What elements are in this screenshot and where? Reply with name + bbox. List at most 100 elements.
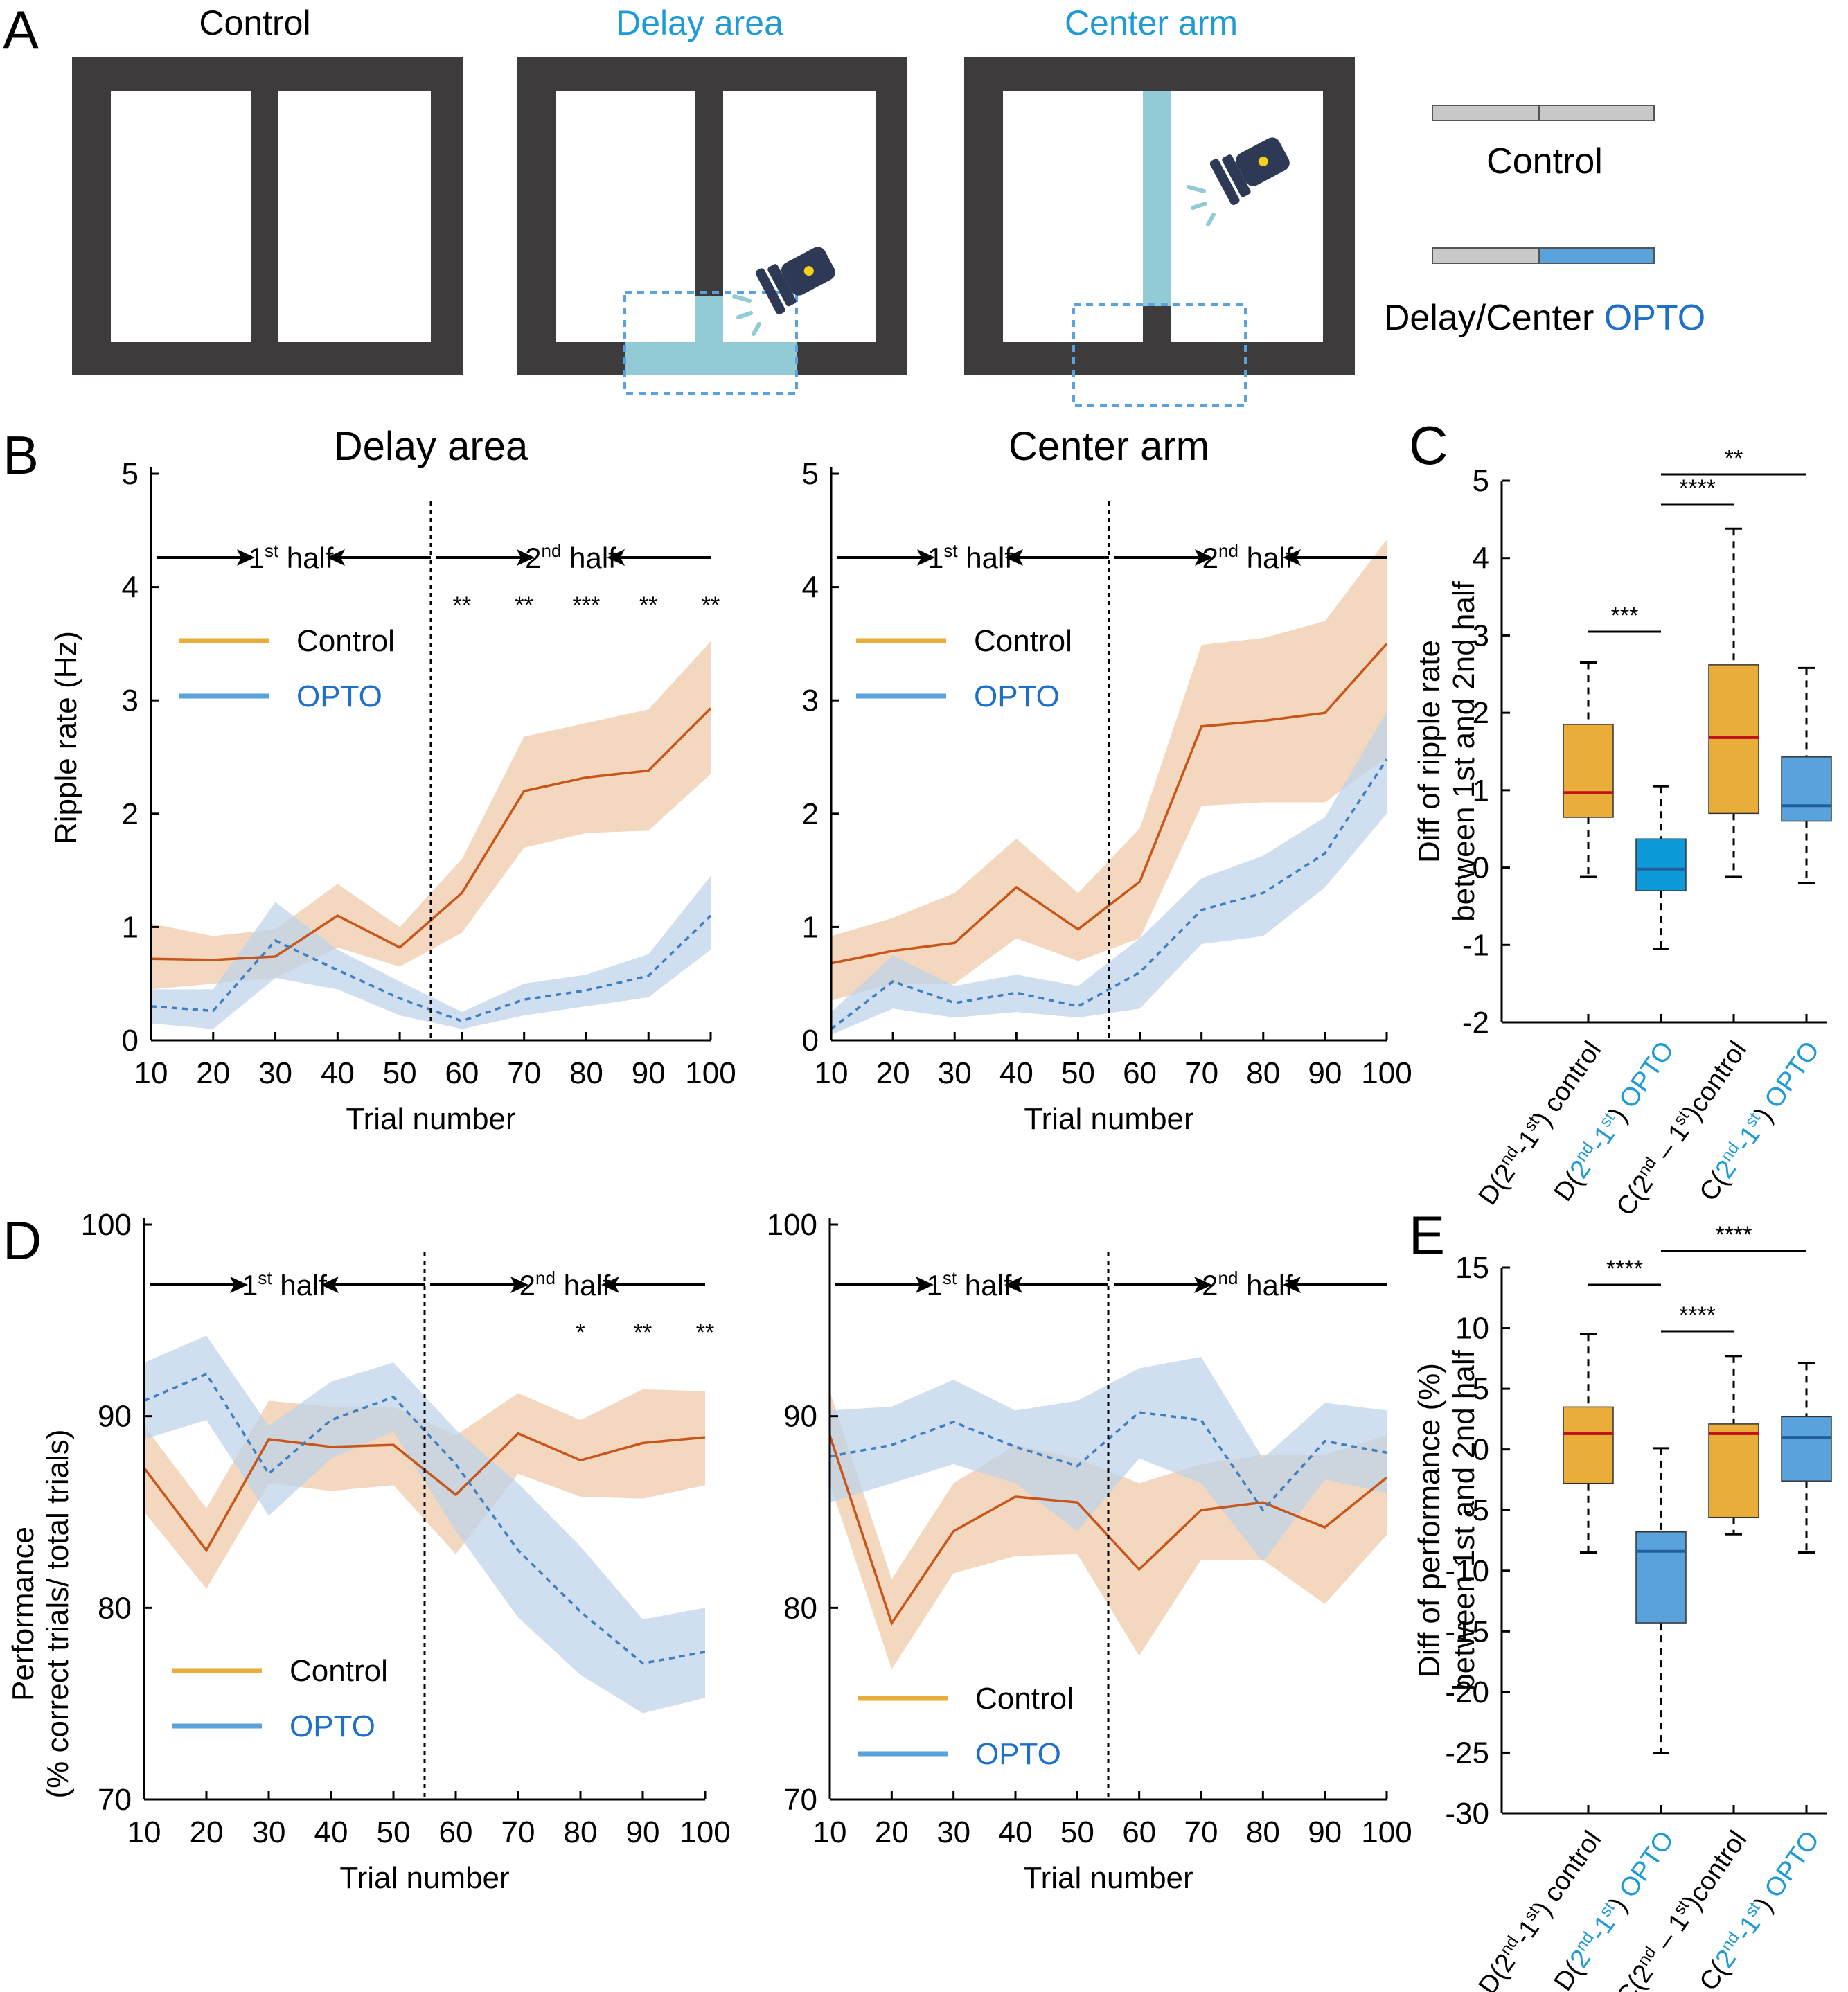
legend-label-control: Control [974,624,1072,658]
x-axis-label: Trial number [1023,1861,1193,1895]
arrow-head-left [601,1277,619,1293]
y-tick-label: 100 [767,1208,817,1242]
x-tick-label: 20 [876,1056,910,1090]
x-tick-label: 40 [314,1815,348,1849]
series-line-opto [143,1372,706,1665]
y-tick-label: 3 [802,684,819,718]
x-tick-label: 70 [501,1815,535,1849]
legend-label-opto: OPTO [290,1709,375,1743]
arrow-head-right [230,1277,248,1293]
legend-label-opto: OPTO [974,679,1060,713]
x-tick-label: 80 [1246,1056,1280,1090]
x-tick-label: 30 [936,1815,970,1849]
y-tick-label: 5 [1473,1372,1489,1406]
arrow-head-left [1004,1277,1022,1293]
half-label: 2nd half [1202,1268,1293,1301]
x-axis-label: Trial number [346,1102,515,1136]
x-tick-label: 40 [999,1815,1033,1849]
y-tick-label: -1 [1462,928,1489,962]
x-tick-label: 90 [1308,1056,1342,1090]
maze-control [72,57,463,375]
x-tick-label: 10 [127,1815,161,1849]
arrow-head-right [237,549,255,566]
y-tick-label: -10 [1445,1554,1489,1588]
x-tick-label: 80 [569,1056,603,1090]
x-tick-label: 60 [1122,1815,1156,1849]
y-tick-label: -15 [1445,1615,1489,1648]
x-tick-label: 20 [196,1056,230,1090]
significance-stars: ** [639,592,657,619]
arrow-head-left [1283,1277,1301,1293]
significance-stars: ** [634,1319,652,1346]
maze-title-center: Center arm [1065,3,1238,42]
legend-bar-opto [1432,247,1655,264]
x-tick-label: 100 [679,1815,730,1849]
significance-stars: **** [1716,1222,1752,1248]
y-tick-label: -2 [1462,1006,1489,1040]
y-tick-label: -20 [1445,1675,1489,1709]
x-tick-label: 100 [685,1056,736,1090]
x-tick-label: 60 [439,1815,473,1849]
y-tick-label: 2 [1473,696,1489,730]
y-tick-label: 70 [783,1783,817,1817]
band-opto [830,1356,1387,1562]
half-label: 2nd half [519,1268,611,1301]
half-label: 1st half [927,1268,1012,1301]
maze-delay [517,57,907,395]
box [1563,724,1614,818]
chart-d-center: 70 80 90 100 10 20 30 40 50 60 70 80 90 100 1st half 2n… [767,1208,1412,1895]
significance-stars: ** [1725,445,1743,472]
box [1635,838,1687,891]
panel-letter-b: B [3,425,39,486]
panel-letter-d: D [3,1210,42,1271]
x-tick-label: 10 [134,1056,168,1090]
category-label: C(2nd – 1st)control [1610,1035,1752,1221]
y-tick-label: 15 [1455,1251,1489,1285]
chart-title: Center arm [1009,424,1209,469]
legend-label-control: Control [296,624,395,658]
maze-center [964,57,1355,407]
x-tick-label: 30 [252,1815,286,1849]
legend-opto-label: Delay/Center OPTO [1384,298,1705,338]
y-tick-label: -25 [1445,1736,1489,1770]
y-tick-label: 4 [1473,542,1489,576]
legend-bar-control [1432,105,1655,121]
y-tick-label: 0 [1473,851,1489,885]
arrow-head-left [321,1277,339,1293]
band-opto [144,1335,705,1714]
box [1708,664,1759,815]
y-tick-label: 2 [122,797,139,831]
y-tick-label: 0 [122,1024,139,1058]
panel-letter-c: C [1409,415,1448,476]
half-label: 1st half [242,1268,327,1301]
y-tick-label: 4 [122,571,139,605]
light-beam [1143,91,1171,306]
y-tick-label: 1 [122,910,139,944]
significance-stars: * [576,1319,585,1346]
y-tick-label: 90 [783,1400,817,1434]
significance-stars: ** [702,592,720,619]
significance-stars: **** [1606,1256,1643,1282]
x-tick-label: 80 [564,1815,598,1849]
x-axis-label: Trial number [339,1861,509,1895]
half-label: 1st half [927,540,1013,574]
y-tick-label: -30 [1445,1797,1489,1831]
panel-letter-a: A [3,0,39,60]
x-tick-label: 10 [813,1815,847,1849]
x-tick-label: 40 [999,1056,1033,1090]
y-tick-label: 80 [783,1591,817,1625]
half-label: 2nd half [525,540,616,574]
x-tick-label: 100 [1361,1056,1412,1090]
y-tick-label: 1 [1473,774,1489,808]
x-tick-label: 50 [1061,1056,1095,1090]
y-tick-label: 90 [98,1400,132,1434]
c-ylabel-line1: Diff of ripple rate [1412,640,1446,863]
x-tick-label: 90 [632,1056,666,1090]
chart-b-center: 0 1 2 3 4 5 10 20 30 40 50 60 70 80 90 100 1st half 2nd h… [802,424,1412,1136]
y-tick-label: 4 [802,571,819,605]
arrow-head-left [1005,549,1023,566]
box [1781,1416,1832,1482]
light-beam [695,296,723,342]
maze-title-delay: Delay area [616,3,783,42]
light-zone [625,342,797,375]
